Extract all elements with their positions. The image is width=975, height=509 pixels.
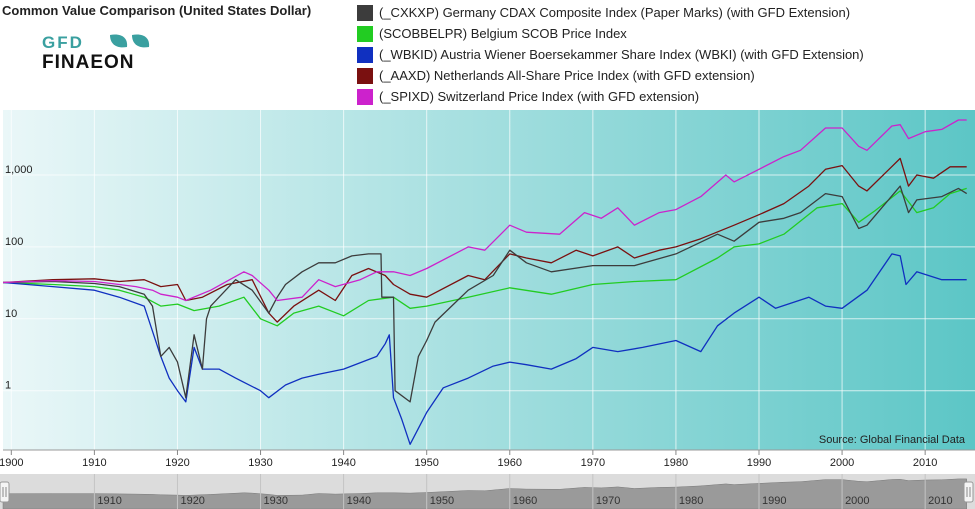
y-tick-label: 10 [5,308,17,320]
legend-swatch-austria [357,46,373,63]
legend-label-germany: (_CXKXP) Germany CDAX Composite Index (P… [379,5,851,20]
y-tick-label: 1 [5,380,11,392]
x-tick-label: 1960 [498,457,522,469]
navigator-tick-label: 1990 [762,495,786,507]
x-tick-label: 1970 [581,457,605,469]
series-line-netherlands[interactable] [3,157,967,323]
navigator-tick-label: 1910 [97,495,121,507]
logo-text-gfd: GFD [42,33,84,52]
gfd-finaeon-logo: GFD FINAEON [42,33,150,72]
y-tick-label: 100 [5,236,23,248]
navigator-tick-label: 1950 [430,495,454,507]
chart-title: Common Value Comparison (United States D… [2,3,312,18]
x-tick-label: 1950 [414,457,438,469]
legend-item-netherlands[interactable]: (_AAXD) Netherlands All-Share Price Inde… [357,65,864,86]
logo-text-finaeon: FINAEON [42,52,135,72]
x-tick-label: 1900 [0,457,24,469]
legend-item-austria[interactable]: (_WBKID) Austria Wiener Boersekammer Sha… [357,44,864,65]
x-tick-label: 1930 [248,457,272,469]
source-note: Source: Global Financial Data [819,434,966,446]
navigator-handle-left[interactable] [0,481,10,503]
legend-swatch-germany [357,4,373,21]
x-tick-label: 1980 [664,457,688,469]
navigator-tick-label: 1970 [596,495,620,507]
navigator-handle-right[interactable] [963,481,974,503]
x-tick-label: 2000 [830,457,854,469]
x-tick-label: 2010 [913,457,937,469]
series-line-switzerland[interactable] [3,119,967,302]
legend-label-switzerland: (_SPIXD) Switzerland Price Index (with G… [379,89,700,104]
leaf-icon [110,34,150,48]
legend-swatch-belgium [357,25,373,42]
plot-area [3,110,975,450]
navigator-tick-label: 1920 [180,495,204,507]
series-line-germany[interactable] [3,185,968,403]
navigator-tick-label: 2010 [928,495,952,507]
legend-item-belgium[interactable]: (SCOBBELPR) Belgium SCOB Price Index [357,23,864,44]
range-navigator[interactable]: 1910 1920 1930 1940 1950 1960 1970 1980 1990 2000… [0,474,975,509]
x-tick-label: 1910 [82,457,106,469]
legend-swatch-switzerland [357,88,373,105]
legend-item-switzerland[interactable]: (_SPIXD) Switzerland Price Index (with G… [357,86,864,107]
navigator-tick-label: 2000 [845,495,869,507]
x-tick-label: 1940 [331,457,355,469]
navigator-tick-label: 1960 [513,495,537,507]
x-tick-label: 1990 [747,457,771,469]
series-line-belgium[interactable] [3,187,967,327]
legend-label-austria: (_WBKID) Austria Wiener Boersekammer Sha… [379,47,864,62]
x-tick-label: 1920 [165,457,189,469]
legend-item-germany[interactable]: (_CXKXP) Germany CDAX Composite Index (P… [357,2,864,23]
y-tick-label: 1,000 [5,164,33,176]
navigator-series-area [2,478,967,509]
navigator-tick-label: 1940 [347,495,371,507]
legend-label-belgium: (SCOBBELPR) Belgium SCOB Price Index [379,26,627,41]
legend-swatch-netherlands [357,67,373,84]
navigator-tick-label: 1930 [264,495,288,507]
series-line-austria[interactable] [3,253,967,445]
legend-label-netherlands: (_AAXD) Netherlands All-Share Price Inde… [379,68,755,83]
legend: (_CXKXP) Germany CDAX Composite Index (P… [357,2,864,107]
navigator-tick-label: 1980 [679,495,703,507]
